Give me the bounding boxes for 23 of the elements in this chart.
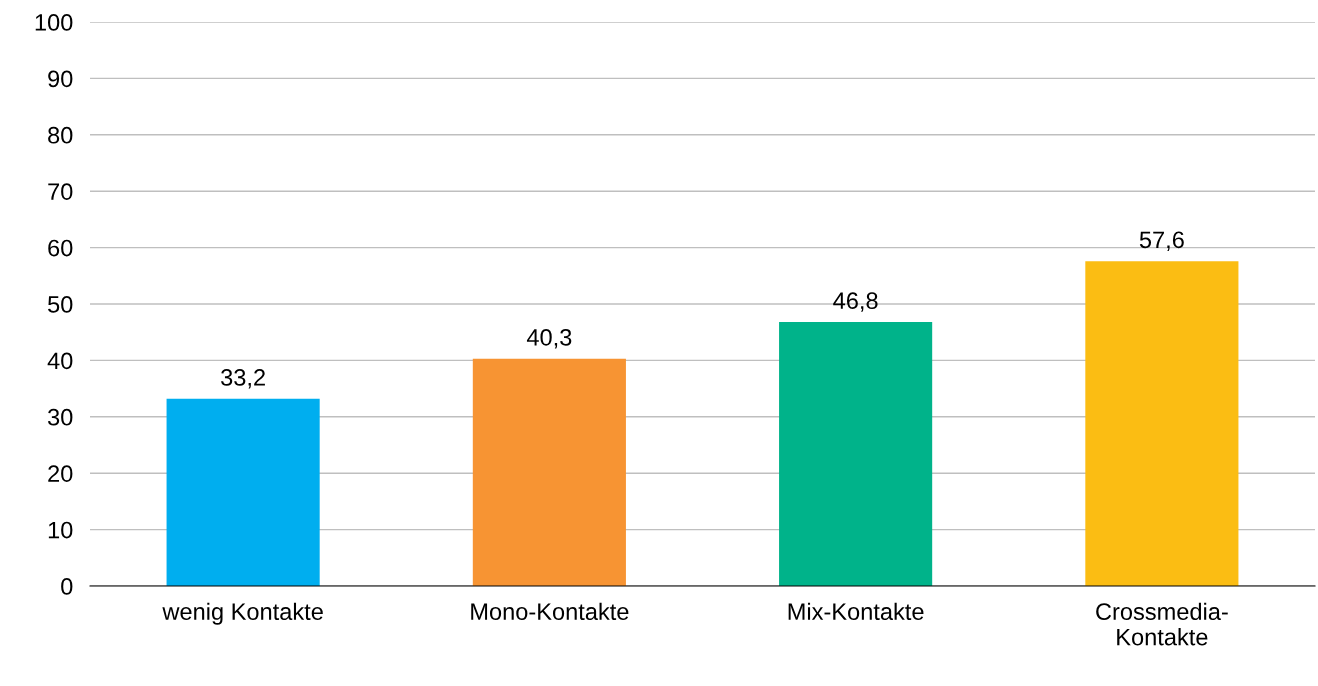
- y-tick-label: 90: [48, 70, 73, 88]
- data-label: 40,3: [526, 328, 572, 349]
- y-tick-label: 0: [61, 578, 73, 595]
- y-tick-label: 100: [35, 14, 73, 31]
- y-tick-label: 30: [47, 408, 73, 426]
- y-tick-label: 40: [47, 352, 73, 370]
- bar: [166, 398, 320, 586]
- data-label: 33,2: [221, 369, 265, 389]
- data-label: 57,6: [1139, 231, 1184, 251]
- y-tick-label: 80: [48, 126, 73, 144]
- bar: [472, 358, 626, 586]
- y-tick-label: 20: [48, 465, 73, 482]
- y-tick-label: 10: [48, 521, 73, 539]
- data-label: 46,8: [833, 292, 878, 312]
- y-tick-label: 50: [48, 296, 73, 313]
- bar: [1085, 261, 1239, 586]
- x-tick-label: Crossmedia- Kontakte: [1096, 602, 1228, 646]
- y-tick-label: 70: [48, 183, 73, 200]
- x-tick-label: wenig Kontakte: [162, 602, 323, 625]
- x-tick-label: Mix-Kontakte: [788, 602, 924, 621]
- bar: [779, 322, 933, 586]
- y-tick-label: 60: [48, 239, 73, 257]
- x-tick-label: Mono-Kontakte: [471, 602, 629, 621]
